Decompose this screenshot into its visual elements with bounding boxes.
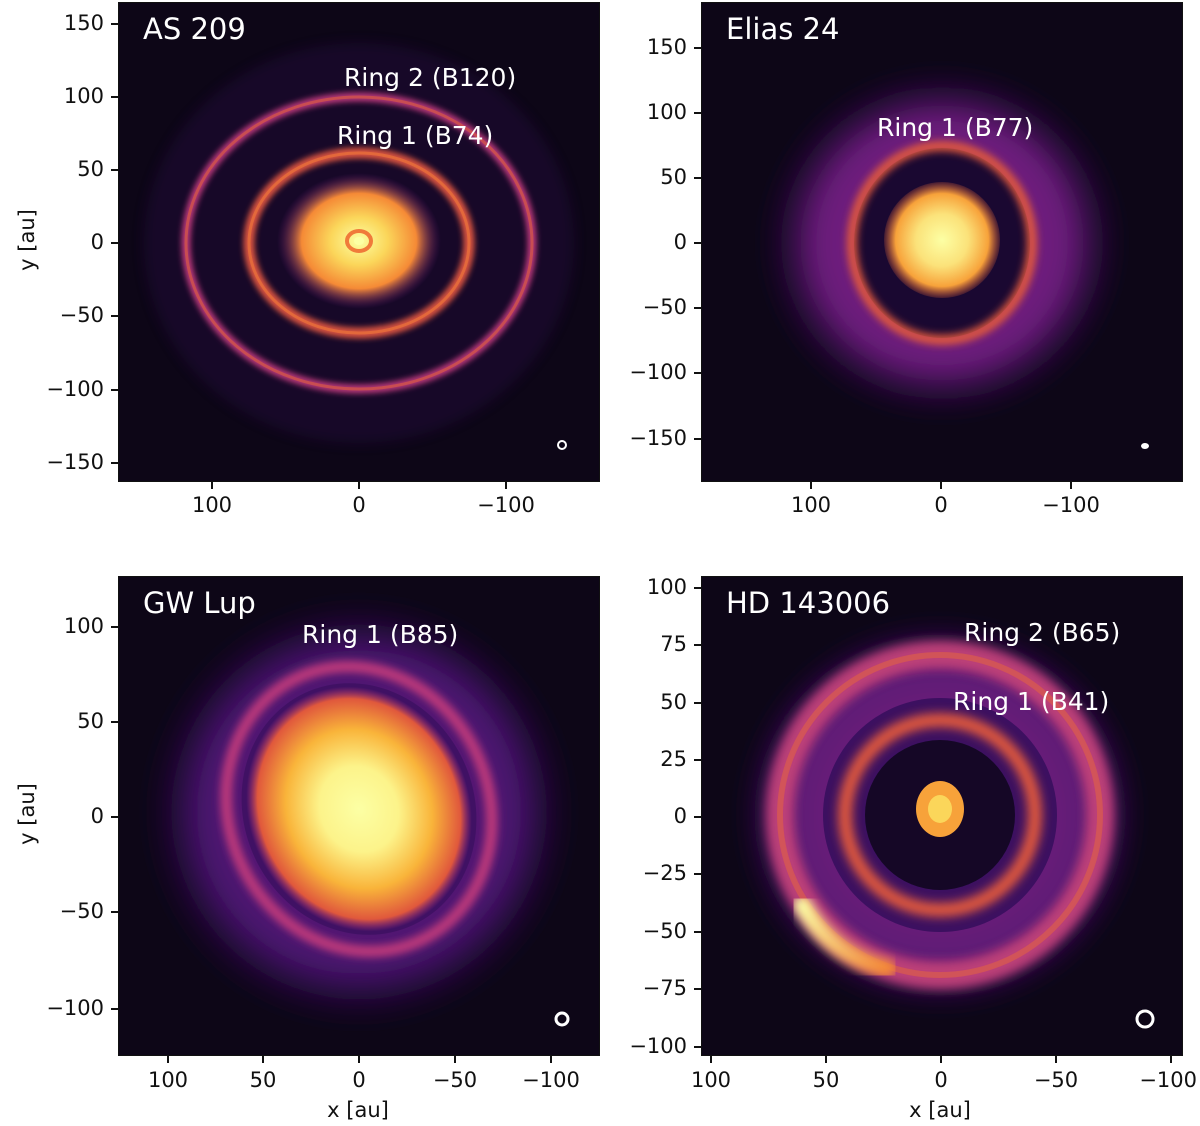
panel-as209-ytick: −50 bbox=[59, 303, 104, 327]
panel-hd143006-image bbox=[702, 577, 1182, 1055]
panel-elias24-ytick: 150 bbox=[646, 35, 687, 59]
panel-hd143006-ring2-label: Ring 2 (B65) bbox=[964, 618, 1121, 647]
panel-as209-title: AS 209 bbox=[143, 12, 246, 46]
panel-as209-image bbox=[119, 3, 599, 481]
panel-elias24-xtick: −100 bbox=[1042, 493, 1100, 517]
panel-as209-ytick: −100 bbox=[46, 377, 104, 401]
panel-gwlup-ytick: 50 bbox=[77, 709, 104, 733]
panel-as209-xtick: 100 bbox=[191, 493, 233, 517]
panel-elias24-title: Elias 24 bbox=[726, 12, 840, 46]
panel-as209-ring1-label: Ring 1 (B74) bbox=[337, 121, 494, 150]
panel-gwlup-image bbox=[119, 577, 599, 1055]
panel-gwlup-xtick: −50 bbox=[432, 1068, 478, 1092]
panel-hd143006-xlabel: x [au] bbox=[909, 1098, 971, 1122]
panel-gwlup-title: GW Lup bbox=[143, 586, 256, 620]
panel-elias24-xtick: 100 bbox=[790, 493, 832, 517]
panel-elias24-ytick: −150 bbox=[629, 426, 687, 450]
panel-hd143006-xtick: −50 bbox=[1033, 1068, 1079, 1092]
panel-gwlup-xtick: −100 bbox=[522, 1068, 580, 1092]
panel-as209-ytick: 50 bbox=[77, 157, 104, 181]
panel-elias24-ytick: −50 bbox=[642, 295, 687, 319]
panel-hd143006-ytick: −25 bbox=[642, 861, 687, 885]
panel-as209-ytick: −150 bbox=[46, 450, 104, 474]
panel-as209-ytick: 150 bbox=[63, 11, 104, 35]
panel-gwlup-ytick: −50 bbox=[59, 899, 104, 923]
panel-hd143006-ytick: 75 bbox=[660, 632, 687, 656]
panel-hd143006-xtick: 100 bbox=[690, 1068, 732, 1092]
panel-elias24-image bbox=[702, 3, 1182, 481]
panel-gwlup-xtick: 100 bbox=[147, 1068, 189, 1092]
panel-as209-ytick: 100 bbox=[63, 84, 104, 108]
panel-hd143006-ytick: −50 bbox=[642, 919, 687, 943]
panel-elias24-ytick: 100 bbox=[646, 100, 687, 124]
panel-gwlup-ylabel: y [au] bbox=[15, 783, 39, 845]
panel-gwlup-ytick: 100 bbox=[63, 614, 104, 638]
panel-hd143006-ytick: 50 bbox=[660, 690, 687, 714]
panel-hd143006-ytick: 0 bbox=[673, 804, 687, 828]
panel-as209-xtick: 0 bbox=[352, 493, 366, 517]
panel-gwlup-ytick: −100 bbox=[46, 996, 104, 1020]
panel-elias24-ring1-label: Ring 1 (B77) bbox=[877, 113, 1034, 142]
panel-elias24-ytick: −100 bbox=[629, 360, 687, 384]
panel-gwlup-xtick: 50 bbox=[249, 1068, 277, 1092]
panel-hd143006-xtick: 0 bbox=[934, 1068, 948, 1092]
panel-elias24-xtick: 0 bbox=[934, 493, 948, 517]
panel-hd143006-xtick: 50 bbox=[812, 1068, 840, 1092]
panel-hd143006-ytick: −100 bbox=[629, 1034, 687, 1058]
panel-as209-xtick: −100 bbox=[477, 493, 535, 517]
panel-hd143006-ytick: 100 bbox=[646, 575, 687, 599]
panel-hd143006-ytick: 25 bbox=[660, 747, 687, 771]
panel-as209-ylabel: y [au] bbox=[15, 209, 39, 271]
panel-hd143006-title: HD 143006 bbox=[726, 586, 891, 620]
panel-as209-ring2-label: Ring 2 (B120) bbox=[344, 63, 517, 92]
panel-elias24-ytick: 0 bbox=[673, 230, 687, 254]
panel-hd143006-ytick: −75 bbox=[642, 976, 687, 1000]
panel-as209-ytick: 0 bbox=[90, 230, 104, 254]
panel-hd143006-ring1-label: Ring 1 (B41) bbox=[953, 687, 1110, 716]
panel-gwlup-ytick: 0 bbox=[90, 804, 104, 828]
panel-gwlup-xlabel: x [au] bbox=[327, 1098, 389, 1122]
panel-gwlup-xtick: 0 bbox=[352, 1068, 366, 1092]
panel-gwlup-ring1-label: Ring 1 (B85) bbox=[302, 620, 459, 649]
panel-elias24-ytick: 50 bbox=[660, 165, 687, 189]
panel-hd143006-xtick: −100 bbox=[1139, 1068, 1197, 1092]
